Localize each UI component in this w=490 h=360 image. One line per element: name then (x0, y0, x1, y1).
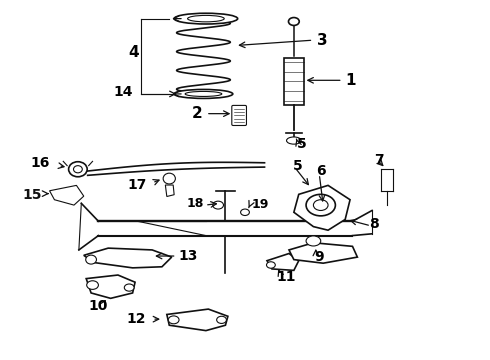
Ellipse shape (86, 255, 97, 264)
Text: 8: 8 (369, 217, 379, 231)
Text: 1: 1 (345, 73, 356, 88)
Polygon shape (167, 309, 228, 330)
Text: 5: 5 (297, 137, 307, 151)
Text: 5: 5 (293, 159, 303, 173)
Polygon shape (84, 248, 172, 268)
Text: 13: 13 (178, 249, 198, 263)
Ellipse shape (188, 15, 224, 22)
Ellipse shape (174, 89, 233, 98)
FancyBboxPatch shape (232, 105, 246, 126)
Ellipse shape (163, 173, 175, 184)
Ellipse shape (306, 236, 321, 246)
Ellipse shape (87, 281, 98, 289)
Text: 6: 6 (316, 164, 325, 178)
Text: 19: 19 (252, 198, 269, 211)
Ellipse shape (124, 284, 134, 291)
Polygon shape (267, 253, 299, 270)
Polygon shape (294, 185, 350, 230)
Ellipse shape (185, 91, 222, 96)
Polygon shape (165, 185, 174, 197)
Polygon shape (49, 185, 84, 205)
Ellipse shape (289, 18, 299, 26)
Ellipse shape (69, 162, 87, 177)
Polygon shape (86, 275, 135, 298)
Text: 7: 7 (374, 153, 384, 167)
Text: 14: 14 (113, 85, 133, 99)
Text: 12: 12 (127, 312, 147, 326)
Text: 15: 15 (23, 188, 42, 202)
Ellipse shape (267, 262, 275, 268)
Ellipse shape (241, 209, 249, 216)
Polygon shape (289, 243, 357, 263)
Text: 2: 2 (192, 106, 203, 121)
Ellipse shape (174, 13, 238, 24)
Ellipse shape (217, 316, 226, 323)
Text: 11: 11 (276, 270, 296, 284)
Ellipse shape (314, 200, 328, 211)
FancyBboxPatch shape (284, 58, 304, 105)
Text: 16: 16 (30, 156, 49, 170)
Ellipse shape (74, 166, 82, 173)
Text: 18: 18 (186, 197, 203, 210)
Text: 4: 4 (128, 45, 139, 60)
Ellipse shape (287, 137, 301, 144)
Text: 3: 3 (318, 33, 328, 48)
Text: 9: 9 (315, 250, 324, 264)
Text: 17: 17 (128, 178, 147, 192)
Ellipse shape (306, 194, 335, 216)
Ellipse shape (213, 201, 223, 209)
Ellipse shape (168, 316, 179, 324)
Text: 10: 10 (89, 298, 108, 312)
